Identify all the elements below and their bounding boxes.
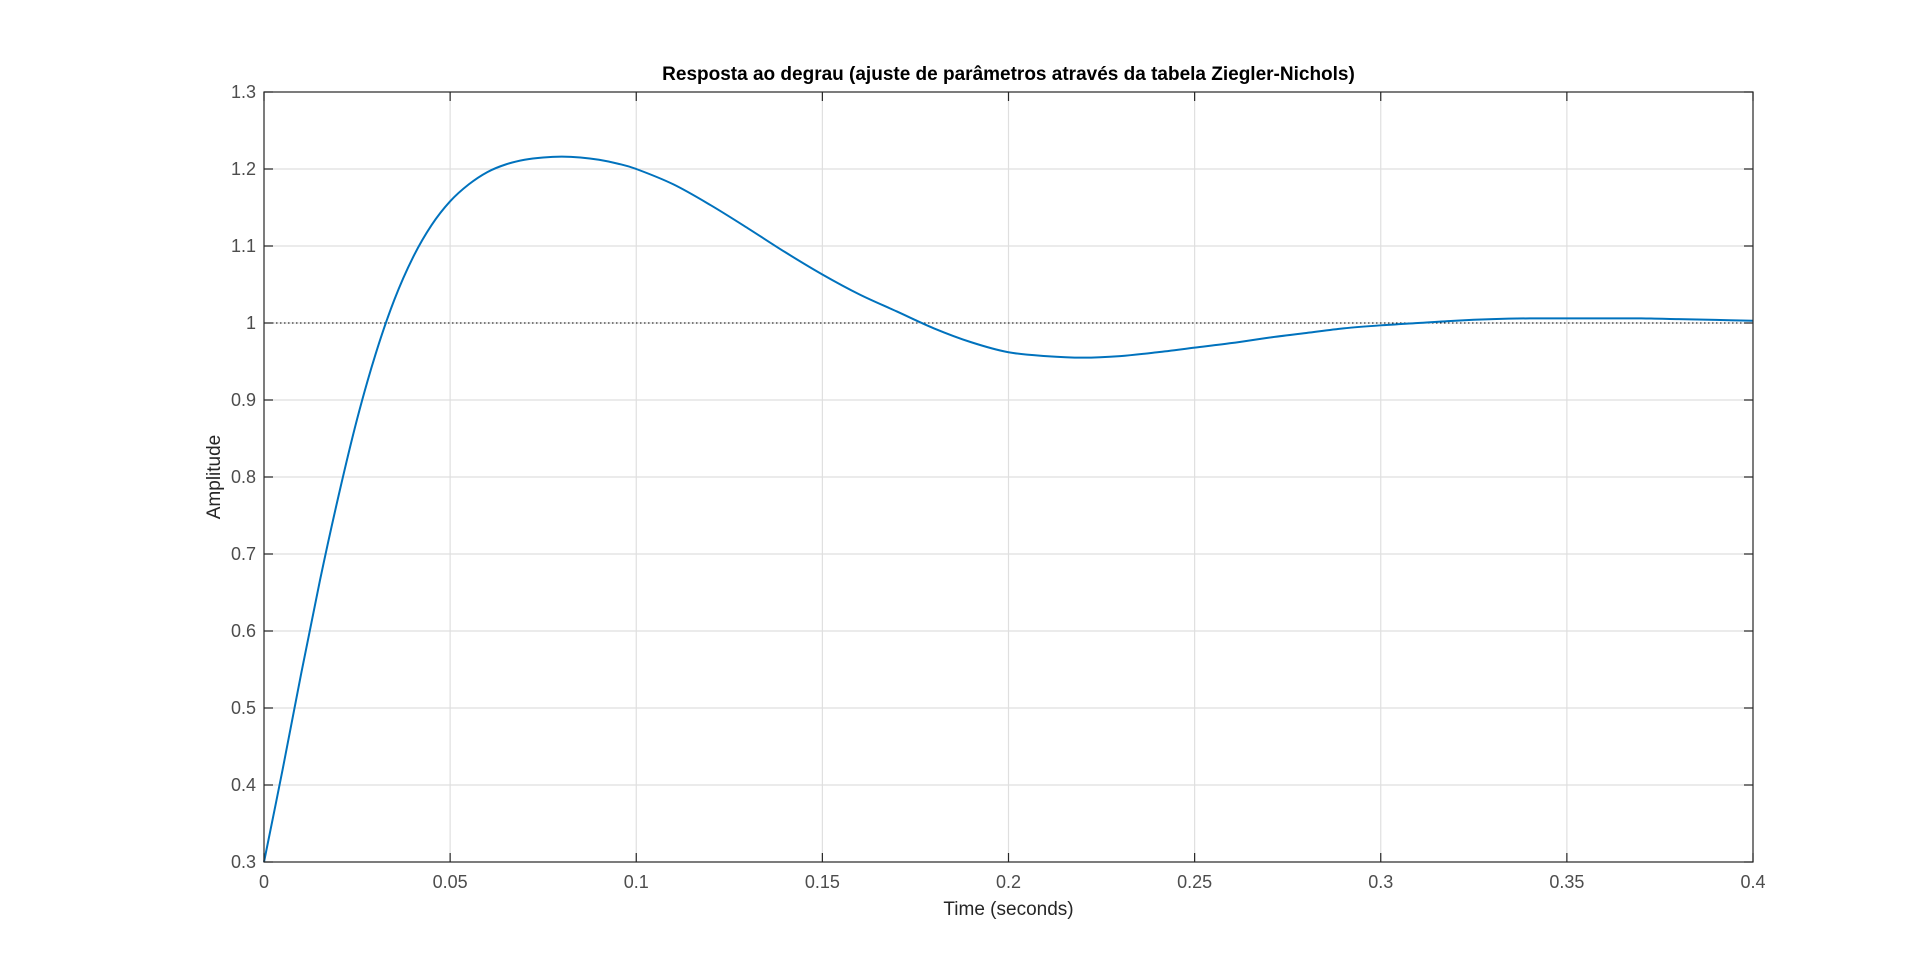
chart-title: Resposta ao degrau (ajuste de parâmetros… xyxy=(662,64,1355,85)
y-tick-label: 0.3 xyxy=(231,852,256,872)
x-tick-labels: 0 0.05 0.1 0.15 0.2 0.25 0.3 0.35 0.4 xyxy=(259,872,1766,892)
y-tick-label: 1.1 xyxy=(231,236,256,256)
x-tick-label: 0.25 xyxy=(1177,872,1212,892)
x-tick-label: 0.15 xyxy=(805,872,840,892)
x-tick-label: 0.3 xyxy=(1368,872,1393,892)
x-tick-label: 0.4 xyxy=(1740,872,1765,892)
y-tick-label: 0.4 xyxy=(231,775,256,795)
y-axis-label: Amplitude xyxy=(204,435,225,520)
y-tick-label: 0.8 xyxy=(231,467,256,487)
y-tick-labels: 0.3 0.4 0.5 0.6 0.7 0.8 0.9 1 1.1 1.2 1.3 xyxy=(231,82,256,872)
y-tick-label: 0.5 xyxy=(231,698,256,718)
y-tick-label: 0.9 xyxy=(231,390,256,410)
y-tick-label: 1 xyxy=(246,313,256,333)
x-tick-label: 0.05 xyxy=(433,872,468,892)
y-tick-label: 0.6 xyxy=(231,621,256,641)
series-line xyxy=(263,155,1754,863)
x-tick-label: 0 xyxy=(259,872,269,892)
grid xyxy=(264,92,1753,862)
x-axis-label: Time (seconds) xyxy=(943,899,1073,920)
x-tick-label: 0.35 xyxy=(1549,872,1584,892)
ticks xyxy=(263,91,1754,863)
y-tick-label: 1.3 xyxy=(231,82,256,102)
x-tick-label: 0.1 xyxy=(624,872,649,892)
x-tick-label: 0.2 xyxy=(996,872,1021,892)
series-layer xyxy=(263,155,1754,863)
y-tick-label: 0.7 xyxy=(231,544,256,564)
y-tick-label: 1.2 xyxy=(231,159,256,179)
